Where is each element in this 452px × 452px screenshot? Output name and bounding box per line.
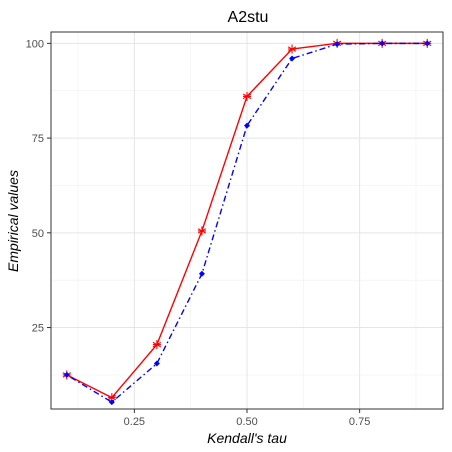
data-point: [244, 122, 250, 129]
data-point: [424, 40, 431, 47]
axis-ticks: 0.25 0.50 0.75 25 50 75 100: [26, 38, 371, 428]
series-2: [63, 40, 431, 406]
x-tick-label: 0.25: [124, 416, 145, 428]
y-tick-label: 25: [32, 323, 44, 335]
data-point: [152, 340, 162, 350]
y-axis-title: Empirical values: [5, 170, 21, 272]
data-point: [287, 44, 297, 54]
major-gridlines: [51, 32, 443, 409]
x-tick-label: 0.50: [236, 416, 257, 428]
data-point: [108, 399, 115, 406]
data-point: [379, 40, 386, 47]
series-line: [66, 42, 428, 404]
data-point: [153, 360, 160, 367]
data-point: [242, 91, 252, 101]
y-tick-label: 75: [32, 133, 44, 145]
data-point: [197, 226, 207, 236]
data-point: [107, 393, 116, 403]
data-point: [289, 55, 296, 62]
x-axis-title: Kendall's tau: [207, 430, 287, 446]
y-tick-label: 100: [26, 38, 44, 50]
chart-title: A2stu: [228, 9, 269, 26]
y-tick-label: 50: [32, 228, 44, 240]
data-point: [198, 270, 205, 277]
data-point: [63, 371, 70, 378]
data-point: [334, 41, 341, 48]
series-layer: [62, 38, 432, 406]
x-tick-label: 0.75: [349, 416, 370, 428]
